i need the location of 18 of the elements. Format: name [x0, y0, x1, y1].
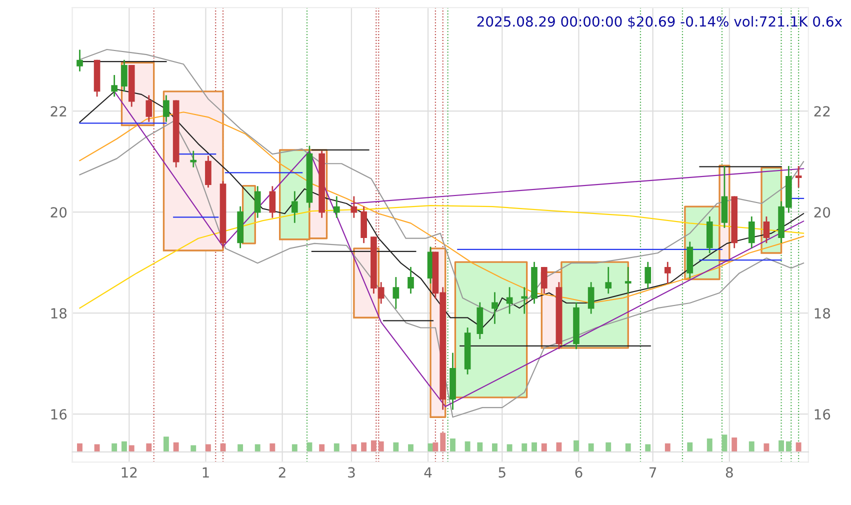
text: 2025.08.29 00:00:00 $20.69 -0.14% vol:721.1K 0.6x: [477, 16, 842, 29]
x-tick-label: 5: [498, 467, 506, 478]
y2-tick-label: 18: [814, 308, 830, 319]
x-tick-label: 2: [278, 467, 286, 478]
x-tick-label: 6: [575, 467, 582, 478]
x-tick-label: 8: [726, 467, 733, 478]
y-tick-label: 16: [51, 409, 67, 420]
x-tick-label: 7: [650, 467, 656, 478]
y2-tick-label: 20: [814, 207, 830, 218]
y-tick-label: 20: [50, 207, 67, 218]
x-tick-label: 12: [122, 467, 137, 478]
x-tick-label: 3: [348, 467, 355, 478]
y2-tick-label: 16: [814, 409, 830, 420]
y2-tick-label: 22: [814, 106, 830, 116]
y-tick-label: 18: [51, 308, 67, 319]
x-tick-label: 1: [202, 467, 209, 478]
x-tick-label: 4: [424, 467, 432, 478]
y-tick-label: 22: [50, 106, 66, 116]
